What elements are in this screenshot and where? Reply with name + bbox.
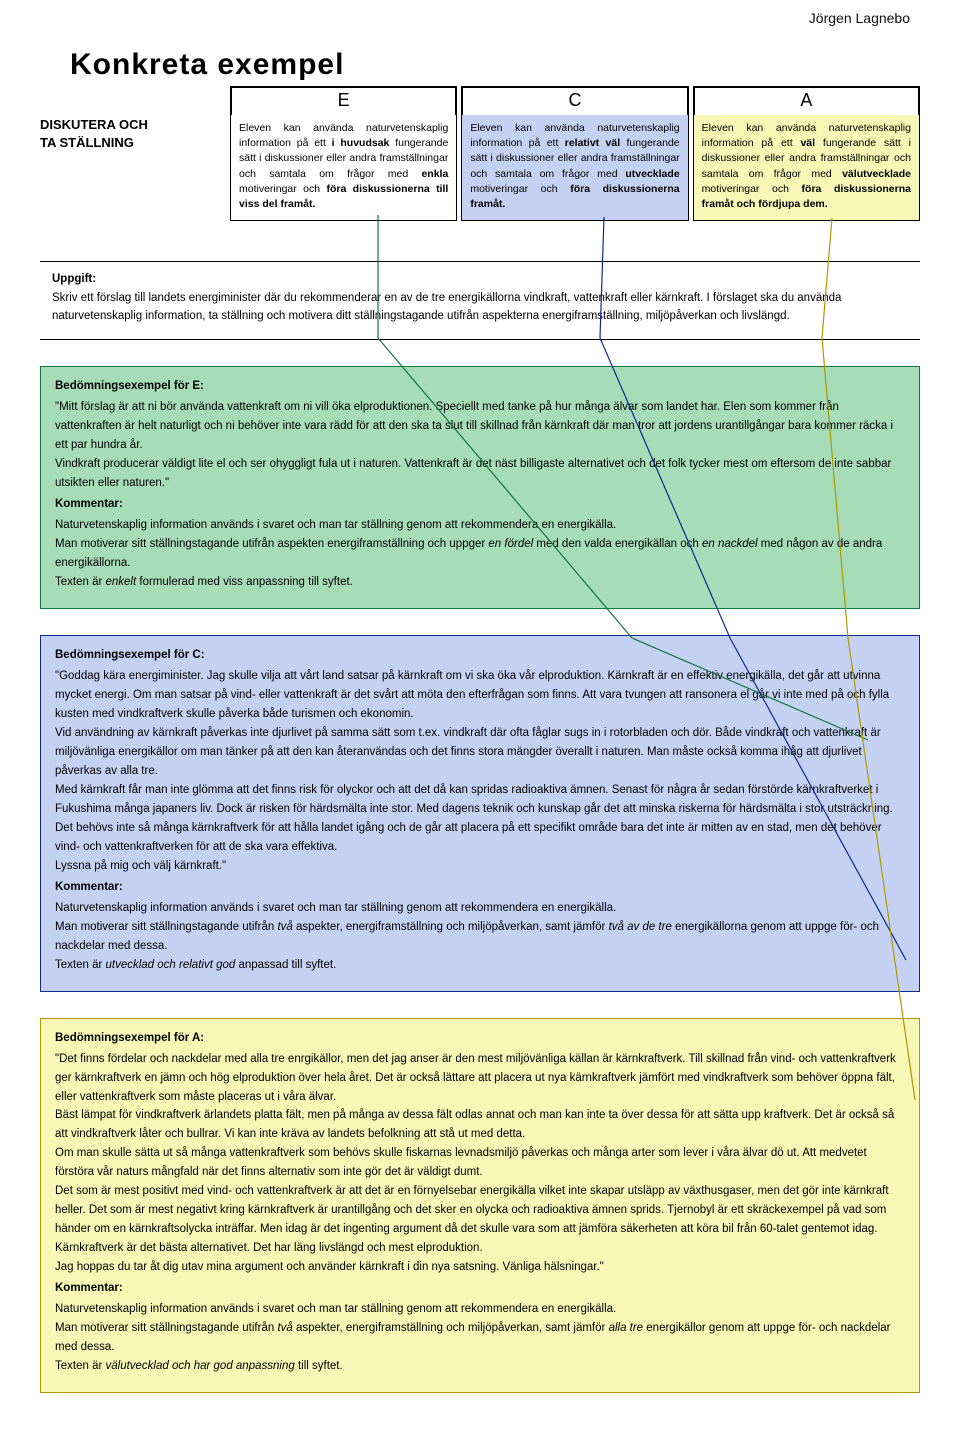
author-name: Jörgen Lagnebo	[809, 10, 910, 26]
rubric-c-body: Eleven kan använda naturvetenskaplig inf…	[462, 115, 687, 220]
example-c-comment: Naturvetenskaplig information används i …	[55, 899, 905, 975]
example-a-comment-label: Kommentar:	[55, 1279, 905, 1298]
grade-e-header: E	[231, 87, 456, 115]
example-e-comment-label: Kommentar:	[55, 495, 905, 514]
example-c-body: "Goddag kära energiminister. Jag skulle …	[55, 667, 905, 876]
example-e-heading: Bedömningsexempel för E:	[55, 377, 905, 396]
example-e-body: "Mitt förslag är att ni bör använda vatt…	[55, 398, 905, 493]
example-e-comment: Naturvetenskaplig information används i …	[55, 516, 905, 592]
rubric-label: DISKUTERA OCH TA STÄLLNING	[40, 86, 230, 221]
example-c-box: Bedömningsexempel för C: "Goddag kära en…	[40, 635, 920, 991]
rubric-a-body: Eleven kan använda naturvetenskaplig inf…	[694, 115, 919, 220]
example-c-heading: Bedömningsexempel för C:	[55, 646, 905, 665]
rubric-e-body: Eleven kan använda naturvetenskaplig inf…	[231, 115, 456, 220]
page-title: Konkreta exempel	[70, 48, 920, 82]
rubric-row: DISKUTERA OCH TA STÄLLNING E Eleven kan …	[40, 86, 920, 221]
example-a-box: Bedömningsexempel för A: "Det finns förd…	[40, 1018, 920, 1393]
task-box: Uppgift: Skriv ett förslag till landets …	[40, 261, 920, 340]
rubric-cell-a: A Eleven kan använda naturvetenskaplig i…	[693, 86, 920, 221]
rubric-label-line1: DISKUTERA OCH	[40, 116, 220, 134]
example-c-comment-label: Kommentar:	[55, 878, 905, 897]
task-label: Uppgift:	[52, 273, 96, 285]
task-body: Skriv ett förslag till landets energimin…	[52, 292, 841, 322]
rubric-label-line2: TA STÄLLNING	[40, 134, 220, 152]
example-a-heading: Bedömningsexempel för A:	[55, 1029, 905, 1048]
example-a-body: "Det finns fördelar och nackdelar med al…	[55, 1050, 905, 1278]
rubric-cell-e: E Eleven kan använda naturvetenskaplig i…	[230, 86, 457, 221]
example-a-comment: Naturvetenskaplig information används i …	[55, 1300, 905, 1376]
rubric-cell-c: C Eleven kan använda naturvetenskaplig i…	[461, 86, 688, 221]
example-e-box: Bedömningsexempel för E: "Mitt förslag ä…	[40, 366, 920, 609]
grade-a-header: A	[694, 87, 919, 115]
grade-c-header: C	[462, 87, 687, 115]
